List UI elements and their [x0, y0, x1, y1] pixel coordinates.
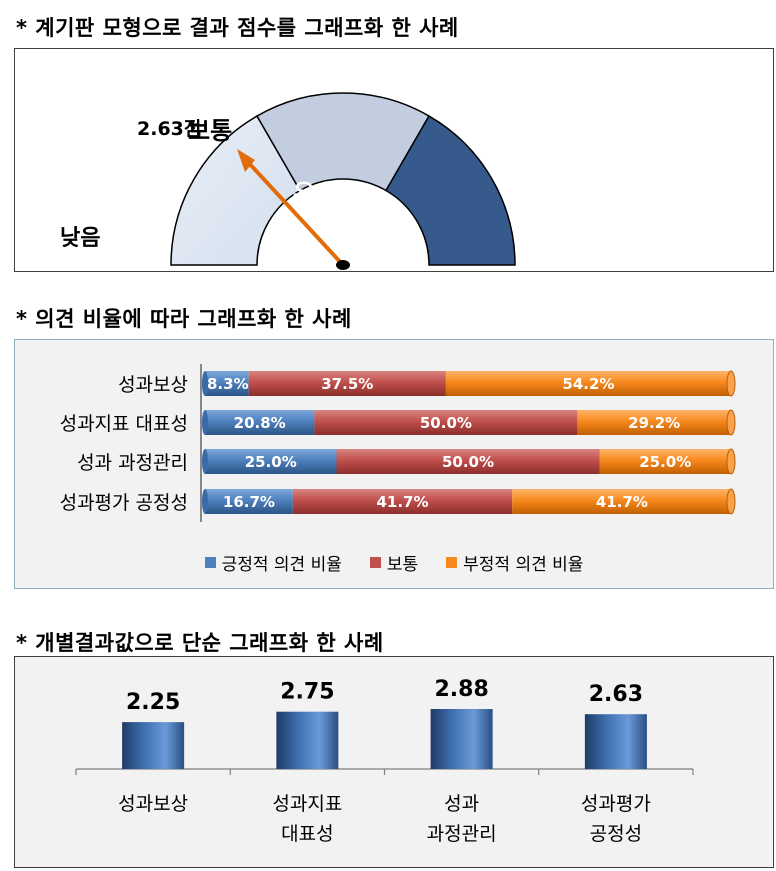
bar-start-cap — [202, 410, 208, 435]
stacked-chart-panel: 성과보상 8.3% 37.5% 54.2% 성과지표 대표성 20.8% 50.0% 29.2… — [14, 339, 774, 589]
legend-label-positive: 긍정적 의견 비율 — [221, 555, 342, 575]
bar-data-label: 41.7% — [376, 493, 428, 511]
bar-start-cap — [202, 371, 208, 396]
bar-data-label: 29.2% — [628, 414, 680, 432]
bar-data-label: 16.7% — [223, 493, 275, 511]
column-category-label: 성과 — [444, 793, 479, 815]
gauge-segment-1 — [255, 92, 431, 192]
bar-data-label: 25.0% — [245, 453, 297, 471]
bar-segment-negative — [599, 449, 731, 474]
bar-segment-negative — [512, 489, 732, 514]
legend-item-negative: 부정적 의견 비율 — [446, 550, 583, 575]
section-title-simple: * 개별결과값으로 단순 그래프화 한 사례 — [16, 631, 384, 655]
bar-start-cap — [202, 489, 208, 514]
gauge-needle-head — [237, 149, 255, 172]
gauge-score-label: 2.63점 — [137, 118, 201, 140]
column-category-label: 성과평가 — [581, 793, 651, 815]
gauge-segment-label-2: 우수 — [293, 179, 337, 207]
legend-swatch-negative — [446, 557, 458, 568]
category-label: 성과지표 대표성 — [60, 413, 188, 435]
bar-end-cap — [726, 409, 736, 436]
column-bar — [276, 711, 339, 769]
legend-label-negative: 부정적 의견 비율 — [463, 555, 584, 575]
bar-segment-positive — [205, 449, 337, 474]
gauge-needle — [245, 159, 345, 267]
column-value-label: 2.25 — [126, 690, 180, 715]
bar-segment-neutral — [336, 449, 600, 474]
column-bar — [584, 714, 647, 769]
section-title-gauge: * 계기판 모형으로 결과 점수를 그래프화 한 사례 — [16, 16, 459, 40]
bar-segment-positive — [205, 489, 293, 514]
bar-data-label: 54.2% — [562, 375, 614, 393]
category-label: 성과 과정관리 — [77, 452, 188, 474]
legend-swatch-neutral — [369, 557, 381, 568]
column-category-label: 과정관리 — [427, 823, 497, 845]
column-value-label: 2.88 — [434, 677, 488, 702]
legend-item-positive: 긍정적 의견 비율 — [204, 550, 342, 575]
category-label: 성과보상 — [118, 374, 188, 396]
bar-data-label: 8.3% — [207, 375, 249, 393]
bar-data-label: 41.7% — [596, 493, 648, 511]
bar-end-cap — [726, 370, 736, 397]
gauge-segment-label-0: 낮음 — [60, 226, 100, 251]
bar-data-label: 50.0% — [420, 414, 472, 432]
column-category-label: 성과지표 — [272, 793, 342, 815]
bar-data-label: 50.0% — [442, 453, 494, 471]
column-category-label: 성과보상 — [118, 793, 188, 815]
bar-segment-negative — [445, 371, 731, 396]
stacked-legend: 긍정적 의견 비율 보통 부정적 의견 비율 — [15, 550, 773, 575]
bar-start-cap — [202, 449, 208, 474]
stacked-bar-chart: 성과보상 8.3% 37.5% 54.2% 성과지표 대표성 20.8% 50.0% 29.2… — [60, 364, 736, 522]
bar-segment-positive — [205, 410, 315, 435]
bar-end-cap — [726, 448, 736, 475]
bar-segment-neutral — [314, 410, 578, 435]
bar-data-label: 20.8% — [234, 414, 286, 432]
bar-data-label: 37.5% — [321, 375, 373, 393]
bar-segment-neutral — [248, 371, 446, 396]
bar-segment-positive — [205, 371, 249, 396]
gauge-pivot — [336, 260, 350, 270]
legend-swatch-positive — [204, 557, 216, 568]
bar-segment-negative — [577, 410, 731, 435]
bar-segment-neutral — [292, 489, 513, 514]
section-title-stacked: * 의견 비율에 따라 그래프화 한 사례 — [16, 307, 352, 331]
column-category-label: 대표성 — [281, 823, 333, 845]
bar-end-cap — [726, 488, 736, 515]
legend-label-neutral: 보통 — [386, 555, 419, 575]
column-bar — [122, 722, 185, 769]
category-label: 성과평가 공정성 — [60, 492, 188, 514]
column-value-label: 2.63 — [589, 682, 643, 707]
gauge-segment-label-1: 보통 — [188, 117, 232, 145]
legend-item-neutral: 보통 — [369, 550, 419, 575]
column-value-label: 2.75 — [280, 680, 334, 705]
bar-data-label: 25.0% — [639, 453, 691, 471]
column-bar — [430, 709, 493, 769]
gauge-segment-0 — [170, 115, 302, 266]
gauge-segment-2 — [384, 115, 516, 266]
column-category-label: 공정성 — [590, 823, 642, 845]
